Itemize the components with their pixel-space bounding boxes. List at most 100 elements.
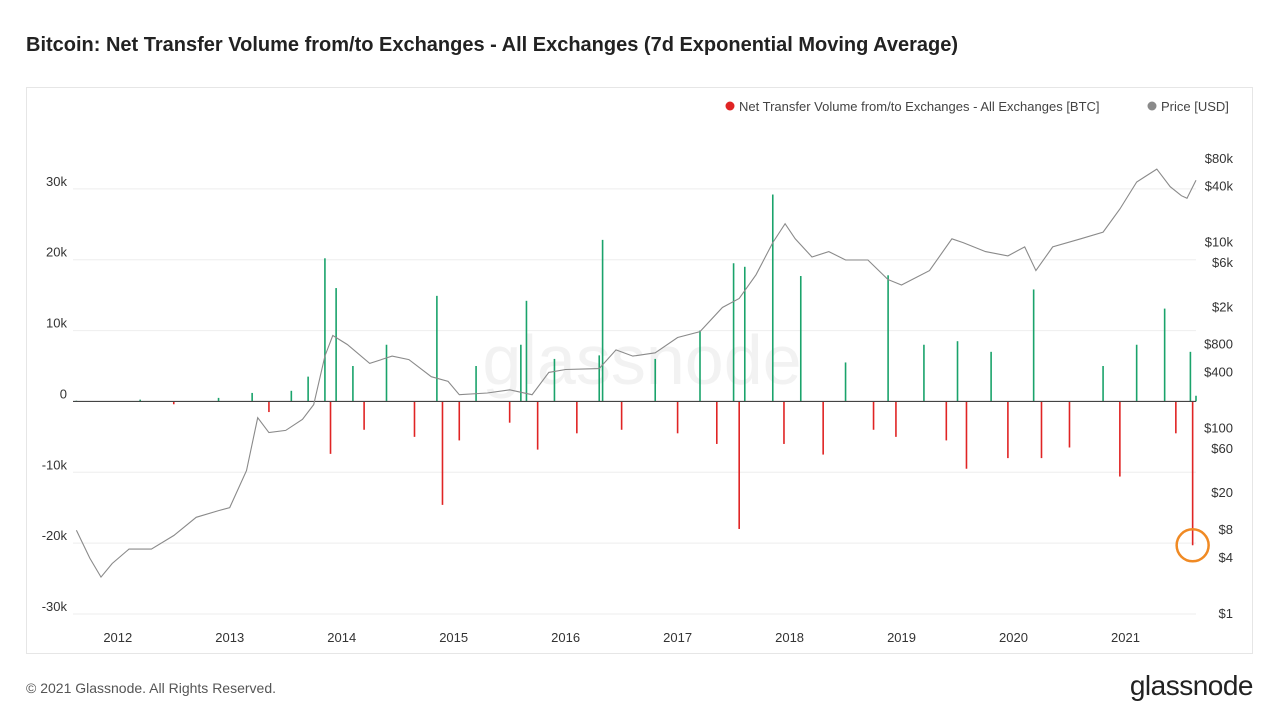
right-axis-tick-label: $1	[1219, 606, 1233, 621]
inflow-bar	[1175, 401, 1177, 434]
outflow-bar	[699, 330, 701, 402]
legend-label-net-flow: Net Transfer Volume from/to Exchanges - …	[739, 99, 1100, 114]
outflow-bar	[217, 397, 220, 402]
right-axis-tick-label: $2k	[1212, 300, 1233, 315]
inflow-bar	[738, 401, 740, 529]
outflow-bar	[139, 399, 141, 402]
outflow-bar	[956, 341, 959, 402]
outflow-bar	[771, 194, 774, 402]
inflow-bar	[965, 401, 968, 469]
outflow-bar	[525, 300, 528, 402]
inflow-bar	[676, 401, 679, 434]
right-y-axis: $80k $40k $10k $6k $2k $800 $400 $100 $60 $20 $8 $4…	[1204, 151, 1233, 621]
chart-watermark: glassnode	[482, 321, 801, 399]
outflow-bar	[1032, 289, 1035, 402]
left-axis-tick-label: 0	[60, 386, 67, 401]
legend-marker-price	[1147, 101, 1157, 111]
outflow-bar	[307, 376, 309, 402]
inflow-bar	[536, 401, 539, 450]
outflow-bar	[844, 362, 847, 402]
outflow-bar	[1195, 395, 1197, 402]
outflow-bar	[923, 344, 925, 402]
inflow-bar	[1068, 401, 1071, 448]
price-line	[75, 168, 1197, 579]
x-axis-tick-label: 2017	[663, 630, 692, 645]
highlight-circle	[1175, 528, 1210, 563]
left-y-axis: 30k 20k 10k 0 -10k -20k -30k	[42, 174, 68, 614]
x-axis-tick-label: 2013	[215, 630, 244, 645]
inflow-bar	[1191, 401, 1194, 546]
x-axis-tick-label: 2021	[1111, 630, 1140, 645]
right-axis-tick-label: $4	[1219, 550, 1233, 565]
outflow-bar	[601, 239, 604, 402]
outflow-bar	[436, 295, 438, 402]
x-axis-tick-label: 2014	[327, 630, 356, 645]
outflow-bar	[335, 288, 337, 402]
copyright-text: © 2021 Glassnode. All Rights Reserved.	[26, 680, 277, 696]
x-axis-tick-label: 2020	[999, 630, 1028, 645]
legend: Net Transfer Volume from/to Exchanges - …	[725, 99, 1229, 114]
left-axis-tick-label: 10k	[46, 316, 67, 331]
x-axis-tick-label: 2018	[775, 630, 804, 645]
net-flow-bars	[75, 194, 1197, 546]
inflow-bar	[895, 401, 897, 437]
left-axis-tick-label: -30k	[42, 599, 68, 614]
left-axis-tick-label: -20k	[42, 528, 68, 543]
outflow-bar	[475, 366, 477, 402]
outflow-bar	[290, 390, 293, 402]
left-axis-tick-label: 20k	[46, 245, 67, 260]
outflow-bar	[324, 258, 326, 402]
outflow-bar	[887, 275, 889, 402]
inflow-bar	[508, 401, 511, 423]
legend-marker-net-flow	[725, 101, 735, 111]
left-axis-tick-label: -10k	[42, 457, 68, 472]
right-axis-tick-label: $40k	[1205, 179, 1234, 194]
outflow-bar	[990, 351, 992, 402]
chart-frame: glassnode 30k 20k 10k 0 -10k -20k -30k $80k $40…	[26, 87, 1253, 654]
inflow-bar	[945, 401, 948, 441]
outflow-bar	[352, 366, 354, 402]
right-axis-tick-label: $800	[1204, 336, 1233, 351]
outflow-bar	[799, 276, 802, 402]
inflow-bar	[783, 401, 785, 444]
x-axis-tick-label: 2012	[103, 630, 132, 645]
outflow-bar	[743, 266, 746, 402]
inflow-bar	[441, 401, 444, 505]
legend-label-price: Price [USD]	[1161, 99, 1229, 114]
outflow-bar	[251, 392, 253, 402]
right-axis-tick-label: $20	[1211, 485, 1233, 500]
outflow-bar	[520, 344, 522, 402]
outflow-bar	[732, 263, 735, 402]
outflow-bar	[553, 358, 556, 402]
x-axis-tick-label: 2015	[439, 630, 468, 645]
inflow-bar	[268, 401, 270, 413]
right-axis-tick-label: $400	[1204, 364, 1233, 379]
chart-title: Bitcoin: Net Transfer Volume from/to Exc…	[26, 34, 959, 56]
inflow-bar	[620, 401, 623, 430]
inflow-bar	[363, 401, 365, 430]
inflow-bar	[872, 401, 875, 430]
right-axis-tick-label: $80k	[1205, 151, 1234, 166]
inflow-bar	[576, 401, 578, 434]
right-axis-tick-label: $10k	[1205, 235, 1234, 250]
outflow-bar	[598, 355, 601, 402]
right-axis-tick-label: $100	[1204, 420, 1233, 435]
brand-logo-text: glassnode	[1129, 670, 1254, 701]
right-axis-tick-label: $6k	[1212, 255, 1233, 270]
outflow-bar	[1163, 308, 1166, 402]
outflow-bar	[1135, 344, 1138, 402]
left-axis-tick-label: 30k	[46, 174, 67, 189]
outflow-bar	[1102, 366, 1104, 402]
x-axis: 2012 2013 2014 2015 2016 2017 2018 2019 2020 2021	[103, 630, 1140, 645]
inflow-bar	[1119, 401, 1121, 477]
chart-svg: glassnode 30k 20k 10k 0 -10k -20k -30k $80k $40…	[42, 99, 1234, 645]
inflow-bar	[1040, 401, 1043, 459]
right-axis-tick-label: $8	[1219, 522, 1233, 537]
outflow-bar	[1189, 351, 1192, 402]
x-axis-tick-label: 2019	[887, 630, 916, 645]
right-axis-tick-label: $60	[1211, 441, 1233, 456]
inflow-bar	[458, 401, 461, 441]
inflow-bar	[413, 401, 416, 437]
x-axis-tick-label: 2016	[551, 630, 580, 645]
inflow-bar	[715, 401, 718, 444]
